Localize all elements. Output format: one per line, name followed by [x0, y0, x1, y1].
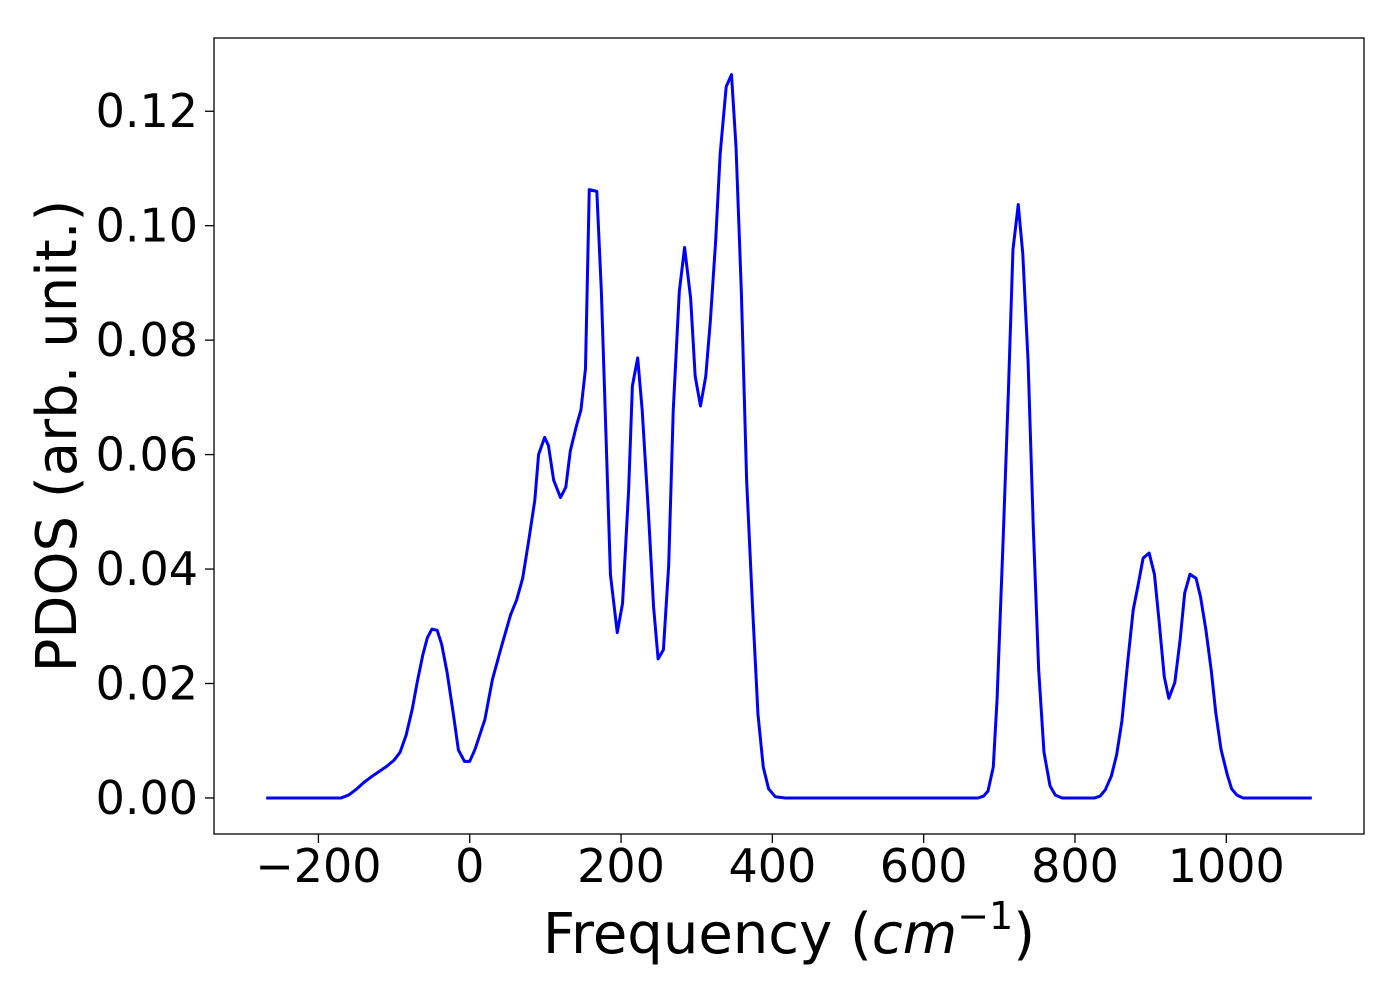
x-tick-label: 1000 — [1168, 839, 1285, 893]
x-label-part: cm — [872, 902, 957, 967]
y-tick-label: 0.12 — [96, 84, 198, 138]
x-tick-label: −200 — [255, 839, 381, 893]
y-tick-label: 0.10 — [96, 199, 198, 253]
x-axis-label: Frequency (cm−1) — [543, 894, 1035, 967]
x-tick-label: 800 — [1031, 839, 1119, 893]
pdos-line — [266, 73, 1312, 800]
y-tick-label: 0.02 — [96, 656, 198, 710]
y-tick-label: 0.04 — [96, 542, 198, 596]
x-tick-label: 400 — [728, 839, 816, 893]
x-label-part: Frequency ( — [543, 902, 872, 967]
y-axis-label: PDOS (arb. unit.) — [25, 200, 90, 673]
x-tick-label: 600 — [880, 839, 968, 893]
x-label-part: −1 — [957, 894, 1013, 938]
plot-frame — [213, 37, 1365, 835]
y-tick-label: 0.00 — [96, 771, 198, 825]
y-tick-label: 0.08 — [96, 313, 198, 367]
x-tick-label: 0 — [455, 839, 484, 893]
x-tick-label: 200 — [577, 839, 665, 893]
y-tick-label: 0.06 — [96, 428, 198, 482]
x-label-part: ) — [1013, 902, 1035, 967]
